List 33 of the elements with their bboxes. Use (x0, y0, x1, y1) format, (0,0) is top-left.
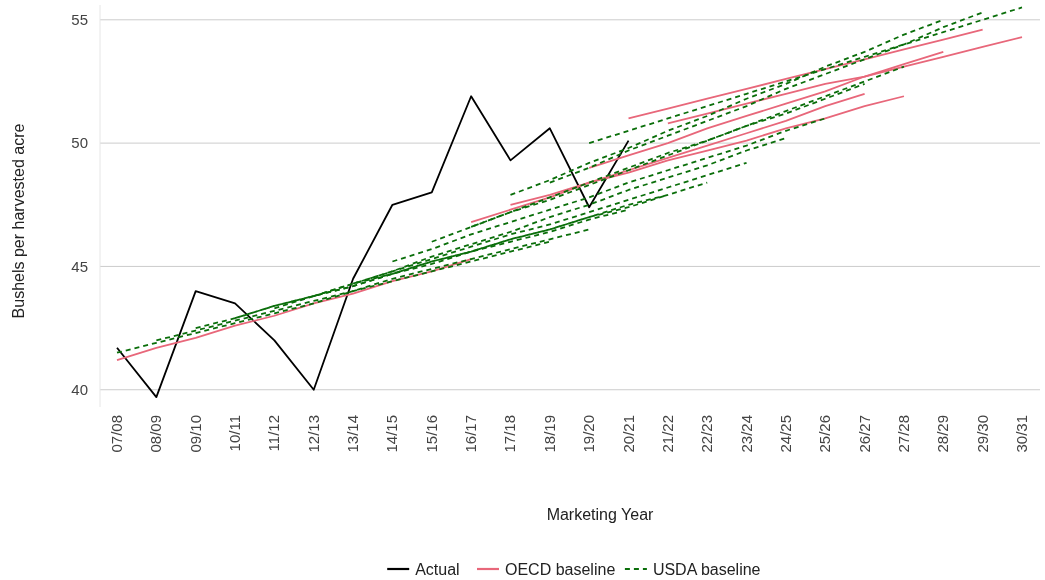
x-tick-label: 27/28 (894, 415, 912, 453)
x-tick-label: 29/30 (973, 415, 991, 453)
x-tick-label: 26/27 (855, 415, 873, 453)
y-tick-label: 40 (71, 380, 88, 398)
x-tick-label: 22/23 (698, 415, 716, 453)
x-tick-label: 15/16 (422, 415, 440, 453)
x-tick-label: 24/25 (776, 415, 794, 453)
x-tick-label: 10/11 (226, 415, 244, 452)
y-tick-label: 55 (71, 11, 88, 29)
y-tick-label: 45 (71, 257, 88, 275)
x-tick-label: 11/12 (265, 415, 283, 452)
x-tick-label: 25/26 (816, 415, 834, 453)
x-tick-label: 12/13 (304, 415, 322, 453)
x-tick-label: 09/10 (186, 415, 204, 453)
legend-label: OECD baseline (505, 560, 616, 578)
x-tick-label: 17/18 (501, 415, 519, 453)
x-tick-label: 08/09 (147, 415, 165, 453)
x-tick-label: 30/31 (1013, 415, 1030, 453)
x-tick-label: 19/20 (580, 415, 598, 453)
x-axis-title: Marketing Year (546, 506, 655, 523)
x-tick-label: 21/22 (658, 415, 676, 453)
x-tick-label: 28/29 (934, 415, 952, 453)
y-tick-label: 50 (71, 134, 88, 152)
x-tick-label: 18/19 (540, 415, 558, 453)
x-tick-label: 20/21 (619, 415, 637, 453)
y-axis-title: Bushels per harvested acre (10, 123, 27, 319)
legend-label: Actual (415, 560, 460, 578)
x-tick-label: 13/14 (344, 415, 362, 453)
x-tick-label: 07/08 (108, 415, 125, 453)
x-tick-label: 16/17 (462, 415, 480, 453)
legend-label: USDA baseline (652, 560, 761, 578)
x-tick-label: 23/24 (737, 415, 755, 453)
x-tick-label: 14/15 (383, 415, 401, 453)
